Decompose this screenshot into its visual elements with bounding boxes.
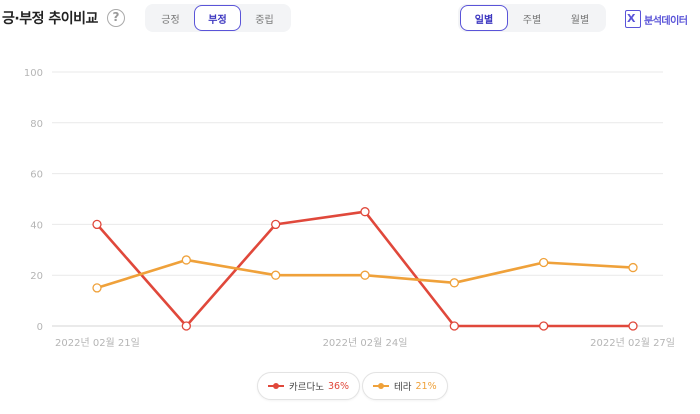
tab-daily[interactable]: 일별 [460,5,508,31]
y-tick-label: 0 [37,322,43,333]
excel-icon [625,10,641,28]
y-tick-label: 60 [30,170,43,181]
data-point-series-2 [92,283,102,293]
legend-marker-icon [373,383,389,389]
data-point-series-1 [271,219,281,230]
legend-percent: 36% [327,380,350,392]
legend-item-terra[interactable]: 테라 21% [362,372,448,400]
x-tick-label: 2022년 02월 27일 [590,337,675,349]
data-point-series-1 [539,321,549,331]
help-icon[interactable]: ? [107,9,125,27]
data-point-series-2 [360,270,370,280]
data-point-series-2 [181,255,191,265]
x-tick-label: 2022년 02월 24일 [323,337,408,349]
legend-item-cardano[interactable]: 카르다노 36% [257,372,361,400]
legend-name: 테라 [394,382,412,393]
x-tick-label: 2022년 02월 21일 [55,337,140,349]
y-tick-label: 80 [30,119,43,130]
data-point-series-2 [271,270,281,280]
line-chart: 0 20 40 60 80 100 2022년 02월 21일 2022년 02월 24일 20… [24,68,675,349]
legend-percent: 21% [415,380,437,392]
tab-neutral[interactable]: 중립 [255,14,274,26]
series-line-1 [96,210,633,328]
y-tick-label: 40 [30,220,43,231]
tab-monthly[interactable]: 월별 [570,14,590,26]
analysis-data-button[interactable]: 분석데이터 [625,9,688,29]
y-tick-label: 100 [24,68,43,79]
legend-name: 카르다노 [289,382,324,393]
data-point-series-1 [360,207,370,217]
sentiment-tab-group: 긍정 부정 중립 [145,4,291,32]
data-point-series-1 [449,321,459,331]
data-point-series-2 [628,262,638,273]
data-point-series-1 [628,321,638,331]
page-title: 긍·부정 추이비교 [2,11,98,27]
data-point-series-1 [92,219,102,230]
tab-weekly[interactable]: 주별 [522,14,542,26]
period-tab-group: 일별 주별 월별 [458,4,606,32]
y-tick-label: 20 [30,271,43,282]
tab-positive[interactable]: 긍정 [161,14,180,26]
analysis-data-label: 분석데이터 [644,15,688,27]
chart-header: 긍·부정 추이비교 ? 긍정 부정 중립 일별 주별 월별 분석데이터 [0,0,700,40]
tab-negative[interactable]: 부정 [194,5,241,31]
data-point-series-2 [449,278,459,288]
data-point-series-1 [181,321,191,331]
data-point-series-2 [539,257,549,268]
legend-marker-icon [268,383,284,389]
